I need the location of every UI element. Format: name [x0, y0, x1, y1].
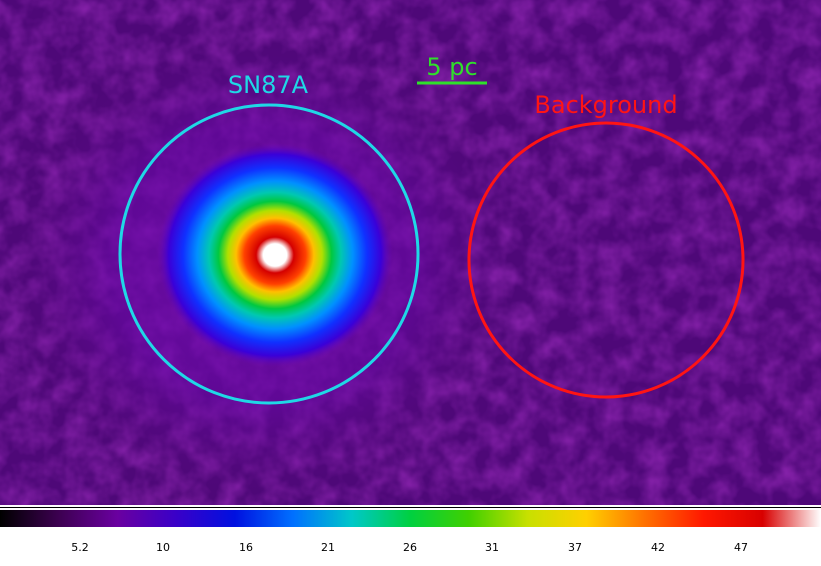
source-region-circle[interactable] [118, 103, 420, 405]
colorbar-tick-label: 5.2 [71, 541, 89, 554]
colorbar-tick-label: 10 [156, 541, 170, 554]
background-label: Background [534, 91, 677, 119]
colorbar-tick-label: 31 [485, 541, 499, 554]
source-label: SN87A [228, 71, 309, 99]
colorbar-tick-label: 42 [651, 541, 665, 554]
source-emission [157, 143, 393, 367]
background-region-circle[interactable] [467, 121, 745, 399]
colorbar-ticks: 5.2 10 16 21 26 31 37 42 47 [71, 541, 748, 554]
colorbar-tick-label: 37 [568, 541, 582, 554]
colorbar-tick-label: 26 [403, 541, 417, 554]
colorbar-tick-label: 21 [321, 541, 335, 554]
colorbar-tick-label: 47 [734, 541, 748, 554]
colorbar-tick-label: 16 [239, 541, 253, 554]
colorbar[interactable] [0, 510, 821, 527]
scale-bar-label: 5 pc [426, 53, 477, 81]
